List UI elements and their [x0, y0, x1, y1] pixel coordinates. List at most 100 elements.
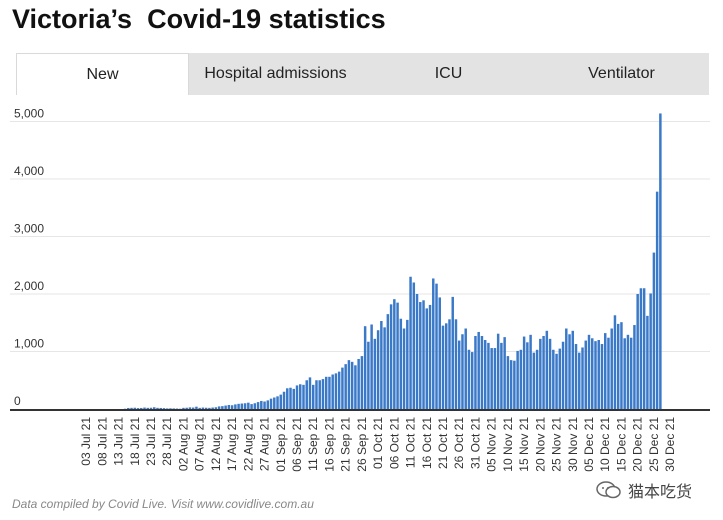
bar — [318, 380, 321, 409]
x-tick-label: 21 Oct 21 — [436, 417, 450, 469]
bar — [127, 407, 130, 409]
bar — [597, 340, 600, 409]
x-tick-label: 12 Aug 21 — [209, 417, 223, 471]
watermark: 猫本吃货 — [596, 478, 692, 502]
bar — [629, 337, 633, 409]
bar — [428, 304, 432, 409]
bar — [419, 302, 422, 409]
x-tick-label: 23 Jul 21 — [144, 417, 158, 466]
bar — [227, 404, 231, 410]
bar — [402, 328, 406, 409]
bar — [642, 288, 646, 409]
bar — [198, 407, 201, 409]
bar — [347, 360, 351, 410]
bar — [172, 408, 175, 410]
bar — [136, 408, 140, 409]
bar — [169, 408, 172, 409]
x-tick-label: 05 Nov 21 — [485, 417, 499, 472]
tab-icu[interactable]: ICU — [434, 65, 463, 82]
source-note: Data compiled by Covid Live. Visit www.c… — [12, 497, 314, 511]
bar — [363, 326, 367, 409]
x-tick-label: 30 Dec 21 — [663, 417, 677, 472]
bar — [422, 300, 425, 409]
bar — [217, 406, 221, 409]
bar — [273, 397, 276, 409]
bar — [370, 324, 373, 409]
bar — [623, 338, 626, 409]
x-tick-label: 28 Jul 21 — [160, 417, 174, 466]
bar — [529, 334, 532, 409]
bar — [302, 384, 305, 409]
bar — [295, 385, 299, 409]
bar — [519, 349, 523, 409]
bar — [286, 388, 289, 409]
bar — [341, 367, 344, 409]
bar — [376, 330, 380, 409]
bar — [513, 360, 516, 409]
y-axis-ticks: 0 1,000 2,000 3,000 4,000 5,000 — [14, 107, 44, 409]
bar — [655, 191, 659, 409]
x-tick-label: 06 Oct 21 — [387, 417, 401, 469]
bar — [480, 335, 484, 409]
bar — [616, 323, 620, 409]
bar — [243, 403, 247, 409]
bar — [146, 407, 149, 409]
bar — [315, 380, 318, 409]
bar — [344, 364, 347, 409]
y-tick-label: 2,000 — [14, 279, 44, 293]
bar — [591, 338, 594, 409]
bar — [477, 331, 480, 409]
bar — [373, 338, 377, 409]
bar — [201, 407, 205, 409]
bar — [633, 325, 636, 409]
bar — [350, 361, 354, 409]
tab-new[interactable]: New — [16, 53, 189, 95]
bar — [195, 406, 198, 409]
bar — [457, 340, 461, 409]
bar — [548, 338, 552, 409]
bar — [506, 356, 510, 409]
x-tick-label: 18 Jul 21 — [128, 417, 142, 466]
x-tick-label: 15 Dec 21 — [614, 417, 628, 472]
daily-cases-bar-chart: 0 1,000 2,000 3,000 4,000 5,000 03 Jul 21 08 J… — [10, 107, 710, 472]
bar — [594, 341, 597, 409]
bar — [188, 407, 192, 409]
bar — [269, 398, 273, 409]
bar — [600, 344, 604, 409]
bar — [130, 407, 133, 409]
bar — [367, 341, 370, 409]
bar — [276, 396, 279, 409]
x-tick-label: 05 Dec 21 — [582, 417, 596, 472]
tab-ventilator[interactable]: Ventilator — [588, 65, 655, 82]
x-tick-label: 07 Aug 21 — [193, 417, 207, 471]
bar — [386, 314, 390, 410]
bar — [305, 380, 308, 409]
bar — [483, 340, 487, 409]
bar — [470, 352, 474, 409]
bar — [603, 333, 607, 409]
bar — [289, 387, 292, 409]
chat-bubbles-icon — [596, 481, 621, 499]
bar — [153, 407, 156, 409]
bar — [565, 328, 568, 409]
tab-hospital-admissions[interactable]: Hospital admissions — [204, 65, 347, 82]
bar — [311, 384, 315, 409]
bar — [487, 342, 490, 410]
bar — [526, 342, 529, 409]
watermark-text: 猫本吃货 — [628, 484, 693, 501]
bar — [545, 330, 549, 409]
x-tick-label: 11 Oct 21 — [404, 417, 418, 468]
bar — [191, 407, 195, 409]
bar — [208, 407, 211, 409]
x-axis-ticks: 03 Jul 21 08 Jul 21 13 Jul 21 18 Jul 21 23 J… — [79, 417, 677, 472]
x-tick-label: 10 Dec 21 — [598, 417, 612, 472]
page-title: Victoria’s Covid-19 statistics — [12, 4, 386, 34]
x-tick-label: 20 Dec 21 — [631, 417, 645, 472]
bar — [474, 335, 477, 409]
bar — [659, 113, 662, 409]
bar — [516, 350, 519, 410]
bar — [334, 373, 338, 409]
bar — [393, 299, 396, 410]
bar — [652, 252, 656, 409]
x-tick-label: 16 Sep 21 — [322, 417, 336, 472]
